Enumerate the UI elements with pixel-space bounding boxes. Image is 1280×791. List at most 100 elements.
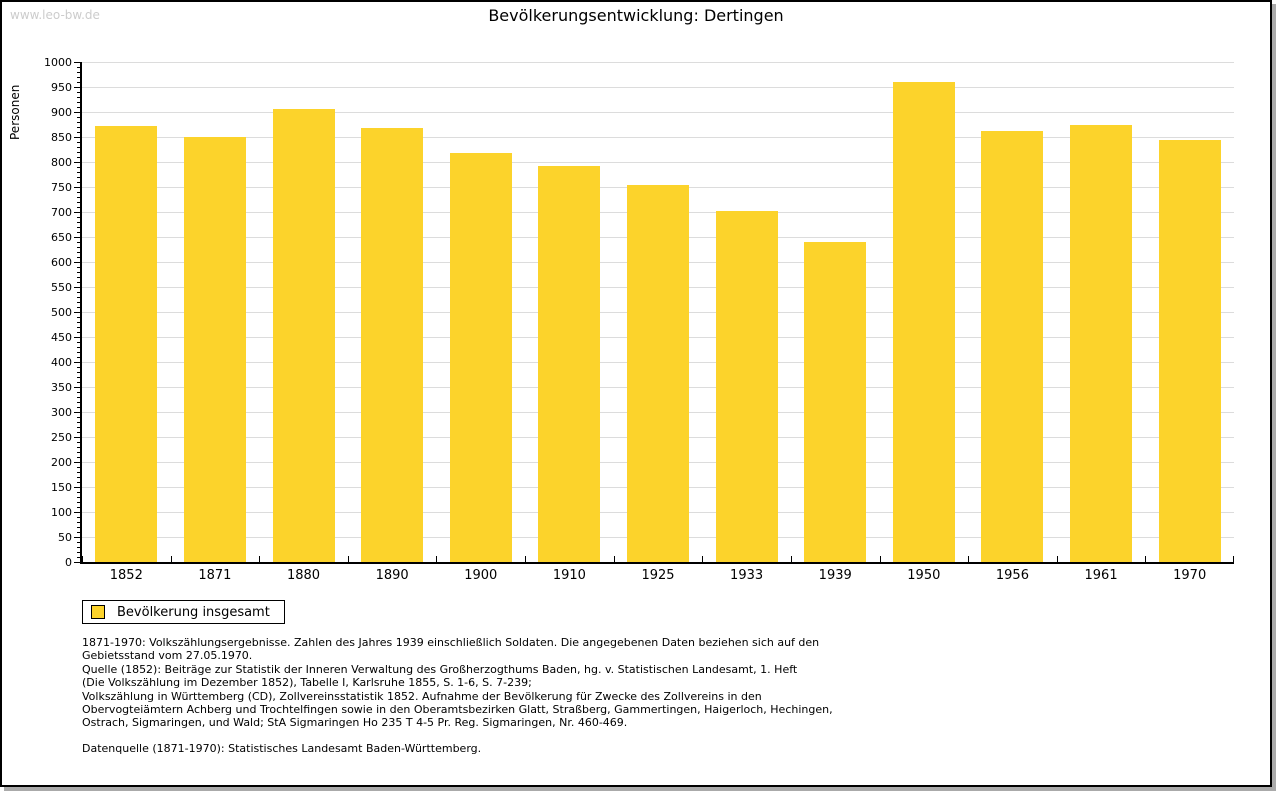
y-tick-minor [77, 442, 80, 443]
y-tick-minor [77, 482, 80, 483]
y-tick-label: 400 [51, 356, 72, 369]
y-tick-label: 650 [51, 231, 72, 244]
y-tick-minor [77, 552, 80, 553]
y-tick-major [74, 362, 80, 363]
y-tick-major [74, 337, 80, 338]
y-tick-minor [77, 557, 80, 558]
y-tick-label: 0 [65, 556, 72, 569]
y-tick-major [74, 187, 80, 188]
y-tick-minor [77, 422, 80, 423]
y-tick-minor [77, 147, 80, 148]
y-tick-minor [77, 227, 80, 228]
y-tick-minor [77, 532, 80, 533]
y-tick-label: 600 [51, 256, 72, 269]
legend-swatch [91, 605, 105, 619]
y-tick-minor [77, 382, 80, 383]
y-tick-major [74, 312, 80, 313]
y-tick-minor [77, 407, 80, 408]
y-tick-minor [77, 222, 80, 223]
y-tick-label: 200 [51, 456, 72, 469]
x-tick-label: 1880 [286, 568, 321, 583]
gridline [82, 112, 1234, 113]
y-tick-minor [77, 117, 80, 118]
y-tick-minor [77, 357, 80, 358]
y-tick-major [74, 412, 80, 413]
y-tick-minor [77, 132, 80, 133]
y-tick-minor [77, 417, 80, 418]
y-tick-label: 550 [51, 281, 72, 294]
y-tick-minor [77, 127, 80, 128]
y-tick-minor [77, 527, 80, 528]
bar-1956 [981, 130, 1044, 562]
y-tick-minor [77, 217, 80, 218]
x-axis-tick [525, 556, 527, 562]
bar-1871 [183, 137, 246, 562]
y-tick-minor [77, 317, 80, 318]
chart-title: Bevölkerungsentwicklung: Dertingen [488, 6, 784, 25]
y-tick-label: 250 [51, 431, 72, 444]
x-tick-label: 1961 [1084, 568, 1118, 583]
x-tick-label: 1925 [641, 568, 675, 583]
y-tick-minor [77, 397, 80, 398]
y-tick-minor [77, 447, 80, 448]
y-tick-label: 800 [51, 156, 72, 169]
y-tick-minor [77, 327, 80, 328]
x-axis-tick [259, 556, 261, 562]
y-tick-minor [77, 122, 80, 123]
bar-1925 [627, 184, 689, 562]
x-axis-tick [1056, 556, 1058, 562]
y-tick-major [74, 487, 80, 488]
y-tick-minor [77, 322, 80, 323]
x-axis-tick [1233, 556, 1234, 562]
y-tick-minor [77, 72, 80, 73]
gridline [82, 162, 1234, 163]
y-tick-minor [77, 507, 80, 508]
x-axis-tick [790, 556, 792, 562]
y-tick-major [74, 387, 80, 388]
bar-1890 [361, 128, 424, 562]
y-tick-label: 700 [51, 206, 72, 219]
y-tick-minor [77, 372, 80, 373]
y-tick-minor [77, 272, 80, 273]
x-axis-tick [436, 556, 438, 562]
y-tick-major [74, 112, 80, 113]
plot-area: 0 50 100 150 200 250 300 350 400 450 500 550 600 650 7… [44, 56, 1234, 583]
bar-1910 [538, 165, 601, 562]
y-tick-minor [77, 467, 80, 468]
y-tick-minor [77, 202, 80, 203]
gridline [82, 62, 1234, 63]
footnote-line: Gebietsstand vom 27.05.1970. [82, 649, 253, 663]
y-tick-label: 1000 [44, 56, 72, 69]
y-tick-minor [77, 267, 80, 268]
y-tick-minor [77, 452, 80, 453]
y-tick-minor [77, 167, 80, 168]
y-tick-minor [77, 102, 80, 103]
y-tick-minor [77, 342, 80, 343]
y-tick-minor [77, 77, 80, 78]
bar-1852 [95, 126, 158, 562]
x-axis-tick [347, 556, 349, 562]
legend: Bevölkerung insgesamt [82, 600, 285, 624]
y-tick-minor [77, 292, 80, 293]
y-tick-label: 50 [58, 531, 72, 544]
y-tick-minor [77, 517, 80, 518]
y-tick-label: 450 [51, 331, 72, 344]
x-tick-label: 1852 [109, 568, 143, 583]
y-tick-label: 350 [51, 381, 72, 394]
y-tick-minor [77, 82, 80, 83]
y-tick-label: 150 [51, 481, 72, 494]
y-tick-minor [77, 367, 80, 368]
y-tick-minor [77, 302, 80, 303]
footnote-line: Obervogteiämtern Achberg und Trochtelfin… [82, 703, 833, 717]
y-tick-label: 100 [51, 506, 72, 519]
y-tick-minor [77, 542, 80, 543]
y-tick-minor [77, 197, 80, 198]
y-tick-minor [77, 522, 80, 523]
y-axis-title: Personen [8, 84, 22, 140]
y-tick-minor [77, 67, 80, 68]
y-tick-major [74, 462, 80, 463]
y-tick-minor [77, 477, 80, 478]
y-tick-label: 950 [51, 81, 72, 94]
gridline [82, 87, 1234, 88]
